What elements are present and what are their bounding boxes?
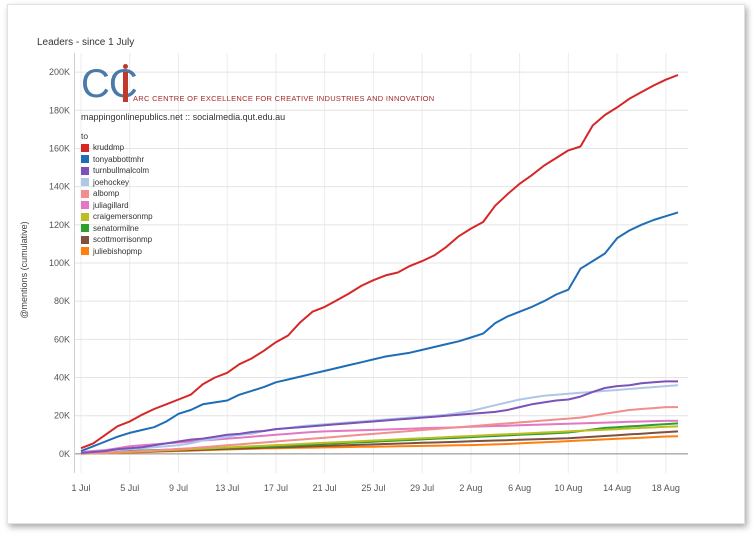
legend-item-tonyabbottmhr: tonyabbottmhr <box>81 154 153 166</box>
line-chart: 0K 20K 40K 60K 80K 100K 120K 140K 160K 180K 200K 1 … <box>49 53 688 493</box>
legend-label: albomp <box>93 189 120 199</box>
series-line-albomp <box>80 406 678 455</box>
legend-label: juliebishopmp <box>93 246 142 256</box>
x-tick-label: 21 Jul <box>313 483 337 493</box>
legend-item-joehockey: joehockey <box>81 177 153 189</box>
legend-swatch <box>81 247 89 256</box>
legend-swatch <box>81 212 89 221</box>
legend-item-albomp: albomp <box>81 188 153 200</box>
legend-label: turnbullmalcolm <box>93 166 150 176</box>
legend-swatch <box>81 235 89 244</box>
series-line-kruddmp <box>80 74 679 450</box>
x-tick-label: 29 Jul <box>410 483 434 493</box>
x-tick-label: 5 Jul <box>120 483 139 493</box>
legend-item-turnbullmalcolm: turnbullmalcolm <box>81 165 153 177</box>
x-tick-label: 1 Jul <box>71 483 90 493</box>
series-line-turnbullmalcolm <box>80 380 678 454</box>
y-tick-label: 40K <box>54 373 70 383</box>
cci-logo-dot <box>123 64 128 69</box>
site-url: mappingonlinepublics.net :: socialmedia.… <box>81 112 286 122</box>
legend-label: tonyabbottmhr <box>93 154 145 164</box>
cci-logo-mark: CC <box>81 62 138 106</box>
cci-logo-bar <box>123 72 128 102</box>
legend-item-scottmorrisonmp: scottmorrisonmp <box>81 234 153 246</box>
y-axis-label: @mentions (cumulative) <box>19 221 29 319</box>
y-tick-label: 60K <box>54 334 70 344</box>
x-tick-label: 6 Aug <box>508 483 531 493</box>
org-name: ARC CENTRE OF EXCELLENCE FOR CREATIVE IN… <box>133 94 435 103</box>
y-tick-label: 0K <box>59 449 70 459</box>
y-tick-label: 80K <box>54 296 70 306</box>
legend-items: kruddmp tonyabbottmhr turnbullmalcolm joeho… <box>81 142 153 257</box>
x-tick-label: 17 Jul <box>264 483 288 493</box>
legend-swatch <box>81 224 89 233</box>
chart-title: Leaders - since 1 July <box>37 37 135 48</box>
x-tick-label: 2 Aug <box>459 483 482 493</box>
y-tick-label: 140K <box>49 182 70 192</box>
legend-swatch <box>81 166 89 175</box>
legend-label: kruddmp <box>93 143 125 153</box>
legend-label: senatormilne <box>93 223 139 233</box>
legend-label: craigemersonmp <box>93 212 153 222</box>
series-line-tonyabbottmhr <box>80 211 679 452</box>
series-line-juliagillard <box>80 419 679 453</box>
y-tick-label: 120K <box>49 220 70 230</box>
y-tick-label: 180K <box>49 105 70 115</box>
x-tick-label: 18 Aug <box>652 483 680 493</box>
legend-item-kruddmp: kruddmp <box>81 142 153 154</box>
legend-swatch <box>81 201 89 210</box>
y-tick-label: 200K <box>49 67 70 77</box>
legend: to kruddmp tonyabbottmhr turnbullmalcolm jo… <box>81 131 153 257</box>
legend-swatch <box>81 189 89 198</box>
y-tick-label: 20K <box>54 411 70 421</box>
legend-title: to <box>81 131 89 141</box>
legend-item-juliebishopmp: juliebishopmp <box>81 246 153 258</box>
x-tick-label: 25 Jul <box>361 483 385 493</box>
y-tick-label: 100K <box>49 258 70 268</box>
y-tick-label: 160K <box>49 143 70 153</box>
x-tick-label: 10 Aug <box>554 483 582 493</box>
x-tick-label: 14 Aug <box>603 483 631 493</box>
cci-logo: CC ARC CENTRE OF EXCELLENCE FOR CREATIVE… <box>81 62 434 114</box>
legend-item-juliagillard: juliagillard <box>81 200 153 212</box>
legend-swatch <box>81 143 89 152</box>
legend-label: juliagillard <box>93 200 129 210</box>
plot-area: 0K 20K 40K 60K 80K 100K 120K 140K 160K 180K 200K 1 … <box>49 53 688 493</box>
x-tick-label: 9 Jul <box>169 483 188 493</box>
legend-label: scottmorrisonmp <box>93 235 153 245</box>
legend-swatch <box>81 155 89 164</box>
legend-label: joehockey <box>93 177 130 187</box>
legend-item-senatormilne: senatormilne <box>81 223 153 235</box>
legend-swatch <box>81 178 89 187</box>
x-tick-label: 13 Jul <box>215 483 239 493</box>
legend-item-craigemersonmp: craigemersonmp <box>81 211 153 223</box>
